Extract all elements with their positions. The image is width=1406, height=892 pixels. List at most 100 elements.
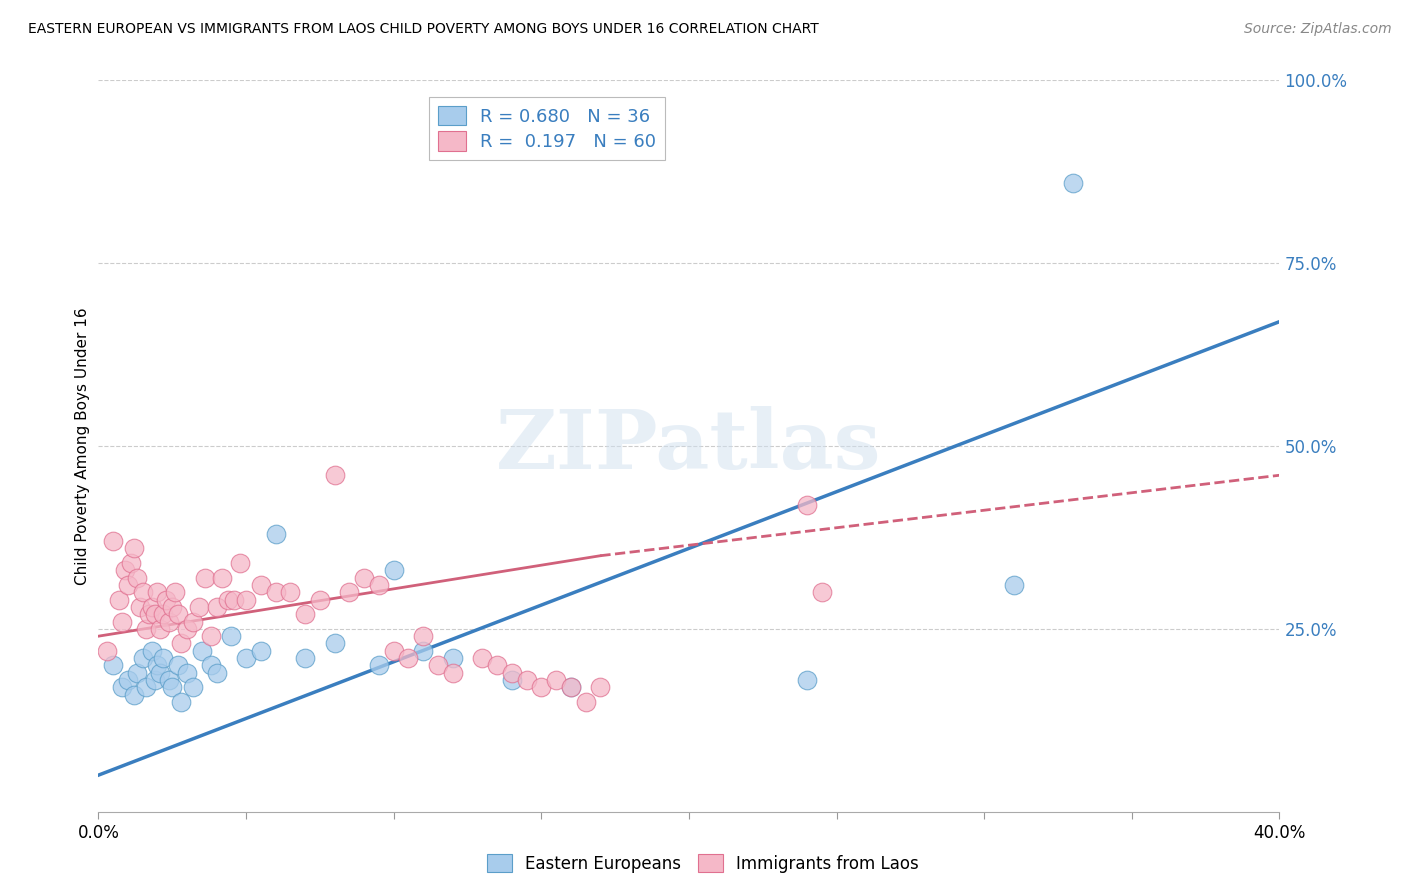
Point (187, 599, 209, 614)
Point (1062, 176, 1084, 190)
Point (125, 665, 148, 680)
Point (589, 681, 612, 695)
Point (96, 644, 118, 658)
Point (382, 563, 405, 577)
Point (205, 599, 228, 614)
Point (122, 541, 145, 556)
Point (810, 585, 832, 599)
Point (143, 607, 166, 622)
Point (149, 622, 172, 636)
Point (157, 673, 180, 687)
Point (120, 556, 142, 570)
Legend: Eastern Europeans, Immigrants from Laos: Eastern Europeans, Immigrants from Laos (481, 847, 925, 880)
Point (117, 578, 139, 592)
Point (323, 636, 346, 650)
Point (441, 651, 464, 665)
Point (211, 571, 233, 585)
Point (135, 622, 157, 636)
Point (141, 599, 163, 614)
Point (235, 651, 257, 665)
Point (152, 607, 174, 622)
Point (103, 658, 125, 673)
Point (128, 599, 150, 614)
Point (167, 658, 190, 673)
Point (143, 673, 166, 687)
Point (117, 673, 139, 687)
Point (181, 681, 204, 695)
Point (132, 651, 155, 665)
Point (122, 688, 145, 702)
Point (441, 665, 464, 680)
Point (200, 629, 222, 643)
Point (515, 673, 537, 687)
Point (146, 585, 169, 599)
Point (560, 681, 582, 695)
Point (111, 615, 134, 629)
Point (353, 571, 375, 585)
Point (141, 644, 163, 658)
Point (530, 681, 553, 695)
Legend: R = 0.680   N = 36, R =  0.197   N = 60: R = 0.680 N = 36, R = 0.197 N = 60 (429, 96, 665, 160)
Point (412, 644, 434, 658)
Point (205, 665, 228, 680)
Point (796, 673, 818, 687)
Point (181, 615, 204, 629)
Point (486, 658, 509, 673)
Point (170, 636, 193, 650)
Point (501, 665, 523, 680)
Point (250, 578, 273, 592)
Point (235, 592, 257, 607)
Point (560, 681, 582, 695)
Point (501, 673, 523, 687)
Point (114, 563, 136, 577)
Point (167, 607, 190, 622)
Point (155, 592, 177, 607)
Point (217, 592, 239, 607)
Point (146, 658, 169, 673)
Point (138, 607, 160, 622)
Point (427, 658, 450, 673)
Point (264, 585, 287, 599)
Point (546, 673, 568, 687)
Point (125, 571, 148, 585)
Point (1002, 578, 1025, 592)
Point (194, 571, 217, 585)
Point (323, 468, 346, 483)
Text: EASTERN EUROPEAN VS IMMIGRANTS FROM LAOS CHILD POVERTY AMONG BOYS UNDER 16 CORRE: EASTERN EUROPEAN VS IMMIGRANTS FROM LAOS… (28, 22, 818, 37)
Point (162, 599, 183, 614)
Text: ZIPatlas: ZIPatlas (496, 406, 882, 486)
Point (111, 681, 134, 695)
Point (339, 585, 360, 599)
Point (176, 622, 198, 636)
Point (294, 607, 316, 622)
Point (309, 592, 332, 607)
Point (278, 585, 302, 599)
Point (176, 665, 198, 680)
Point (165, 585, 187, 599)
Point (135, 681, 157, 695)
Point (132, 585, 155, 599)
Point (224, 592, 246, 607)
Point (574, 695, 596, 709)
Point (250, 644, 273, 658)
Point (471, 651, 494, 665)
Point (170, 695, 193, 709)
Point (219, 629, 242, 643)
Point (382, 644, 405, 658)
Point (149, 665, 172, 680)
Text: Source: ZipAtlas.com: Source: ZipAtlas.com (1244, 22, 1392, 37)
Point (368, 658, 391, 673)
Point (264, 526, 287, 541)
Y-axis label: Child Poverty Among Boys Under 16: Child Poverty Among Boys Under 16 (75, 307, 90, 585)
Point (162, 681, 183, 695)
Point (157, 615, 180, 629)
Point (200, 658, 222, 673)
Point (103, 534, 125, 549)
Point (396, 651, 419, 665)
Point (294, 651, 316, 665)
Point (229, 556, 252, 570)
Point (412, 629, 434, 643)
Point (108, 592, 131, 607)
Point (796, 498, 818, 512)
Point (152, 651, 174, 665)
